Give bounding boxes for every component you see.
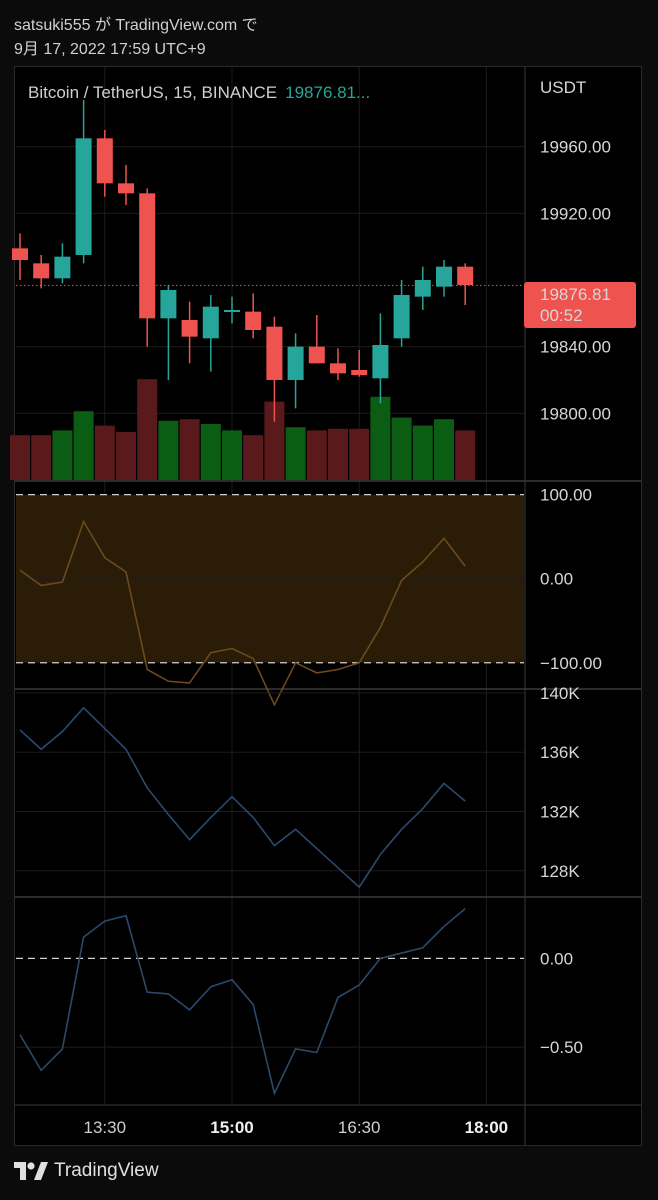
symbol-title: Bitcoin / TetherUS, 15, BINANCE [28,83,278,102]
candle-body [75,138,92,255]
price-tick-label: 19840.00 [540,338,611,357]
candle-body [414,280,431,297]
volume-bar [158,420,179,480]
time-tick-label: 15:00 [210,1118,253,1137]
cci-series-line [19,519,466,707]
cci-tick-label: 0.00 [540,570,573,589]
volume-bar [179,419,200,480]
legend-price: 19876.81... [285,83,371,102]
candle-body [224,310,240,312]
candle-body [351,370,368,375]
candle-body [308,346,325,364]
volume-bar [31,435,52,480]
candle-body [54,256,71,279]
price-tick-label: 19800.00 [540,404,611,423]
candle-body [96,138,113,184]
candle-body [245,311,262,330]
volume-bar [94,425,115,480]
candle-body [372,345,389,379]
share-header: satsuki555 が TradingView.com で 9月 17, 20… [14,14,258,62]
candle-body [457,266,474,285]
time-tick-label: 16:30 [338,1118,381,1137]
candle-body [139,193,156,319]
obv-tick-label: 140K [540,684,580,703]
candle-body [12,248,28,260]
volume-bar [306,430,327,480]
volume-bar [412,425,433,480]
cmf-tick-label: −0.50 [540,1038,583,1057]
candle-body [160,290,177,319]
tradingview-logo-icon [14,1162,48,1180]
volume-bar [455,430,476,480]
volume-bar [52,430,73,480]
candle-body [393,295,410,339]
volume-bar [328,428,348,480]
volume-bar [434,419,454,480]
cci-tick-label: 100.00 [540,486,592,505]
last-price-tag-value: 19876.81 [540,285,611,304]
last-price-tag [524,282,636,328]
volume-bar [10,435,30,480]
volume-bar [391,417,412,480]
candle-body [202,306,219,339]
volume-bar [370,396,391,480]
share-credit: satsuki555 が TradingView.com で [14,17,258,34]
price-tick-label: 19960.00 [540,138,611,157]
volume-bar [137,379,158,480]
footer-brand-label: TradingView [54,1160,159,1181]
footer-brand[interactable]: TradingView [14,1160,159,1182]
obv-tick-label: 128K [540,862,580,881]
candle-body [287,346,304,380]
candle-body [33,263,50,279]
cmf-tick-label: 0.00 [540,949,573,968]
volume-bar [349,428,370,480]
obv-tick-label: 132K [540,803,580,822]
symbol-legend[interactable]: Bitcoin / TetherUS, 15, BINANCE 19876.81.… [28,83,370,103]
volume-bar [116,432,136,480]
time-tick-label: 18:00 [465,1118,508,1137]
time-tick-label: 13:30 [84,1118,127,1137]
candle-body [330,363,346,374]
last-price-countdown: 00:52 [540,306,583,325]
candle-body [436,266,452,287]
obv-series-line [19,706,466,889]
volume-bar [222,430,242,480]
price-tick-label: 19920.00 [540,204,611,223]
share-timestamp: 9月 17, 2022 17:59 UTC+9 [14,41,206,58]
volume-bar [264,401,285,480]
cci-tick-label: −100.00 [540,654,602,673]
volume-bar [200,424,221,480]
volume-bar [285,427,306,480]
candle-body [181,320,198,337]
price-axis-unit: USDT [540,78,586,97]
volume-bar [243,435,264,480]
volume-bar [73,411,94,480]
candle-body [118,183,134,194]
candle-body [266,326,283,380]
obv-tick-label: 136K [540,743,580,762]
cmf-series-line [19,908,466,1096]
